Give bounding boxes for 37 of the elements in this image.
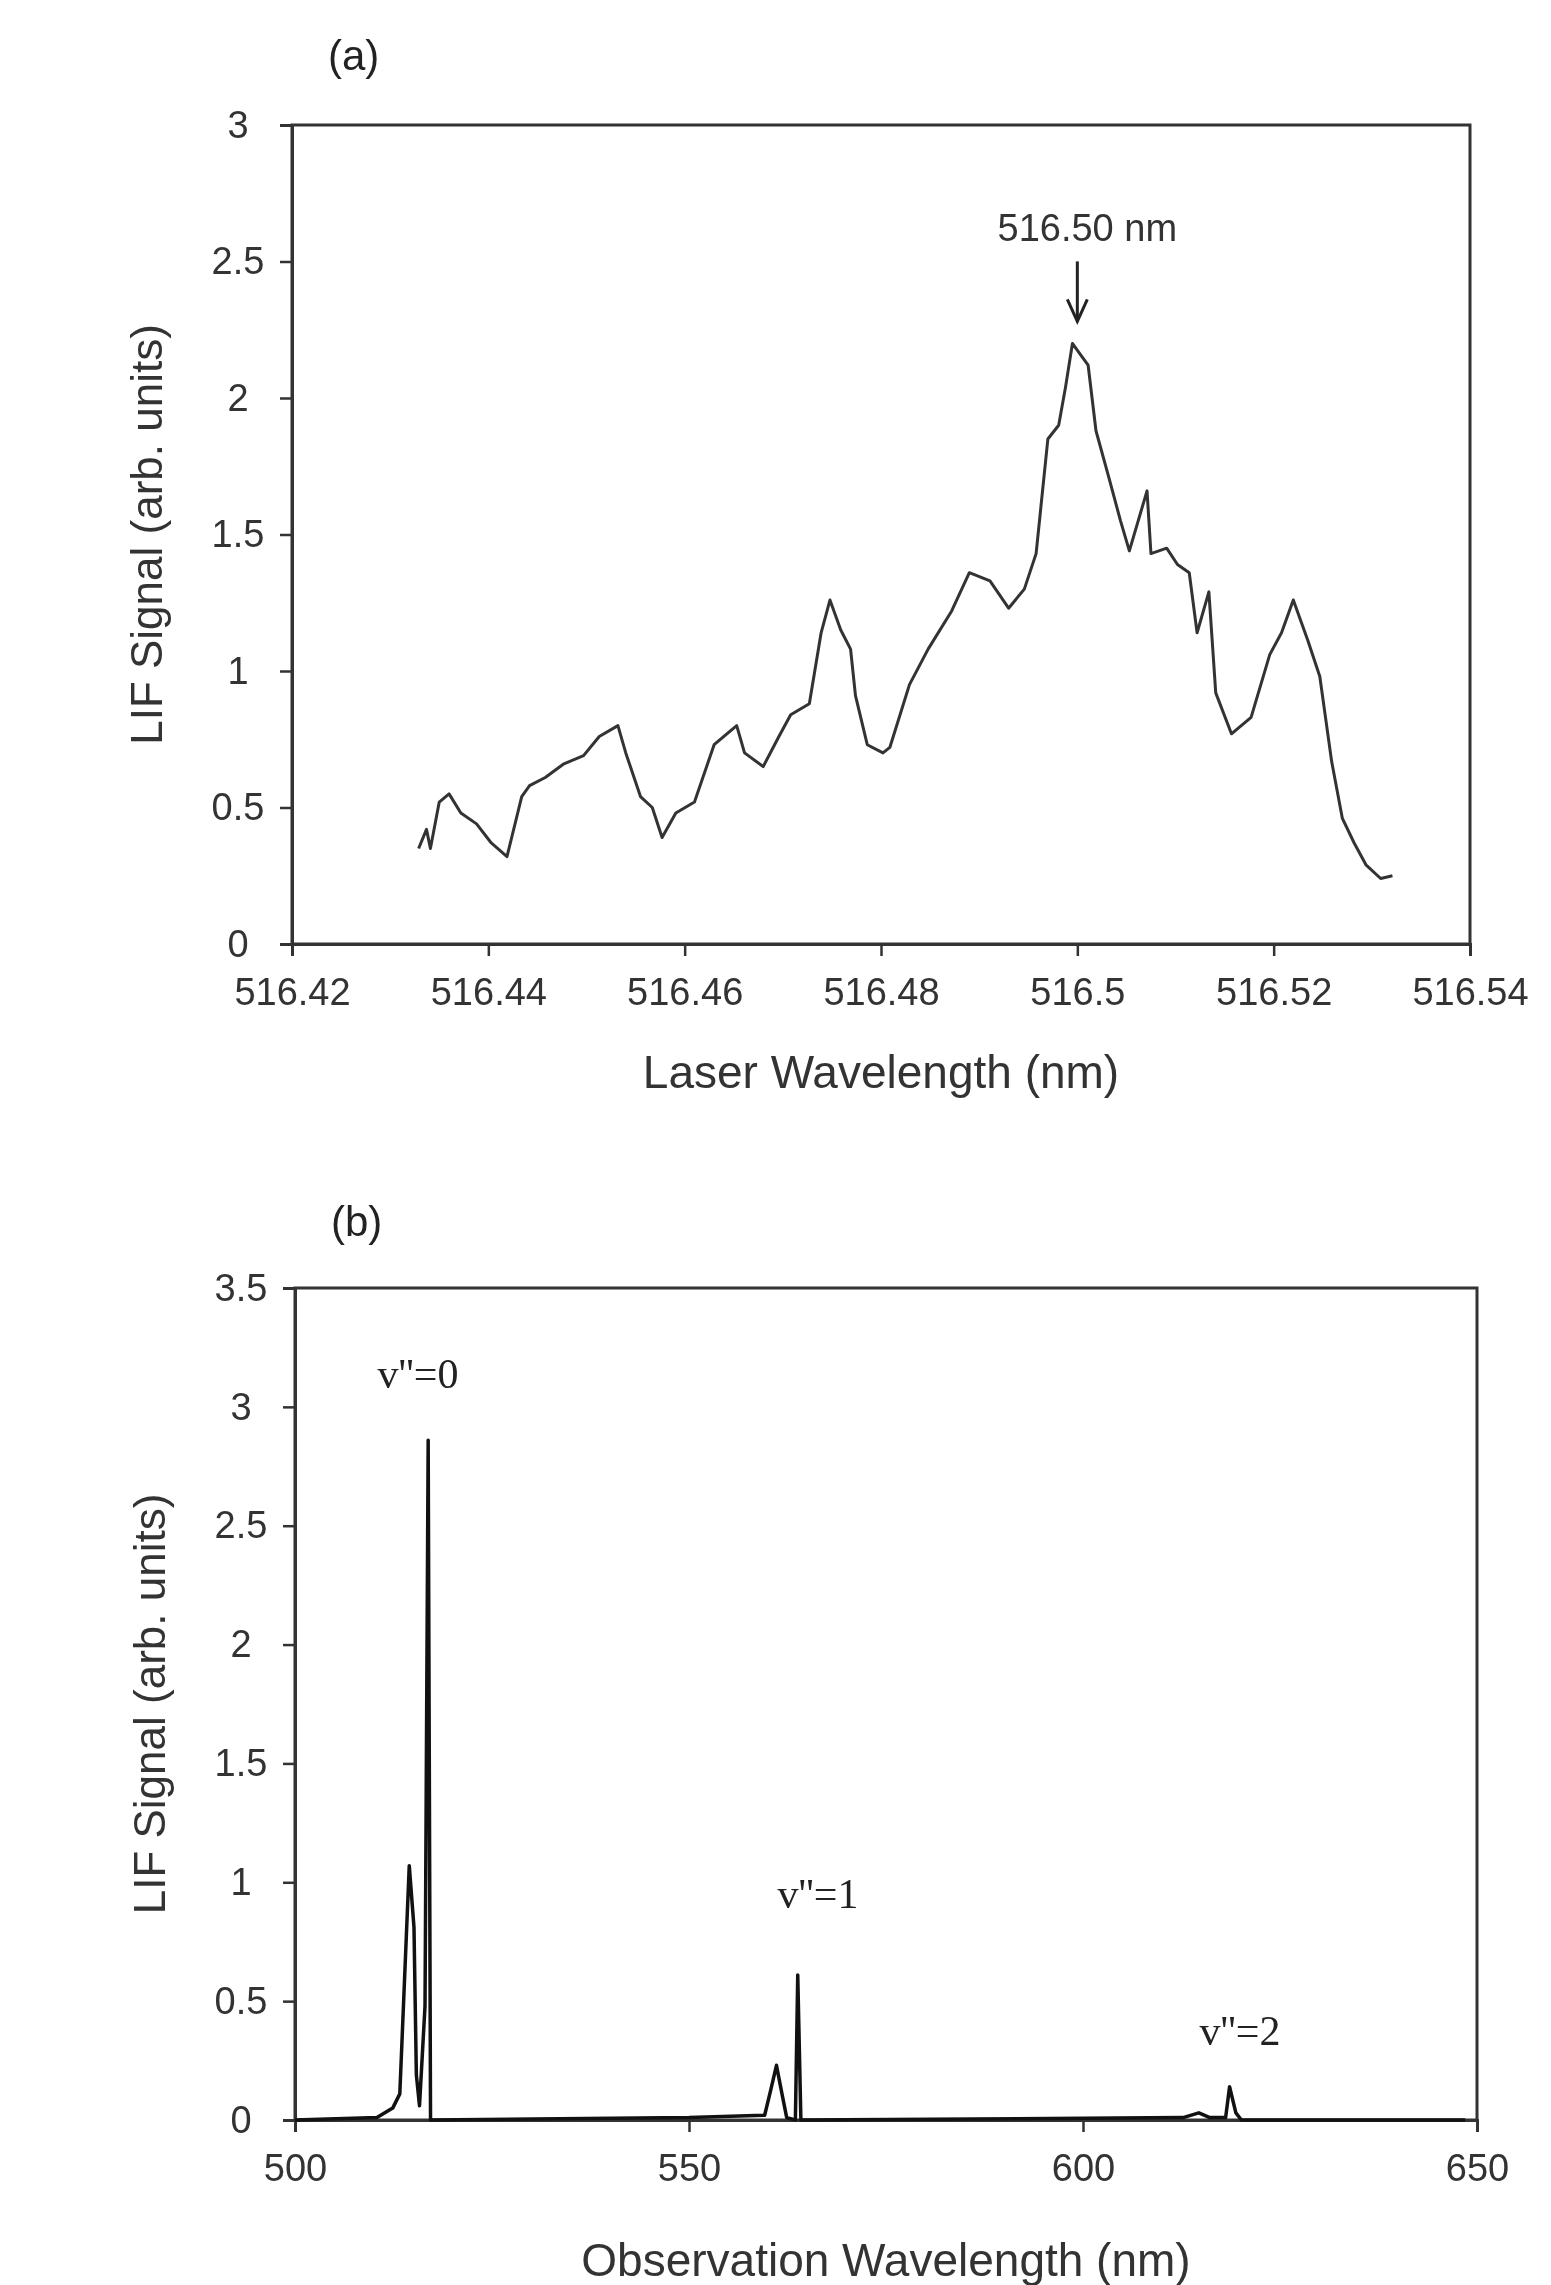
chart-title: (a) — [328, 32, 380, 79]
y-tick-label: 0 — [230, 2098, 252, 2141]
y-tick-label: 1.5 — [211, 513, 265, 556]
x-tick-label: 516.44 — [430, 970, 547, 1013]
x-tick-label: 516.52 — [1216, 970, 1333, 1013]
y-tick-label: 3 — [227, 103, 249, 146]
y-tick-label: 0.5 — [211, 786, 265, 829]
y-tick-label: 0.5 — [214, 1979, 268, 2022]
annotation: v''=2 — [1199, 2008, 1281, 2054]
annotation: 516.50 nm — [997, 207, 1178, 250]
x-tick-label: 500 — [263, 2146, 328, 2189]
x-tick-label: 516.46 — [627, 970, 744, 1013]
x-tick-label: 516.54 — [1412, 970, 1529, 1013]
y-tick-label: 3 — [230, 1385, 252, 1428]
y-axis-title: LIF Signal (arb. units) — [122, 324, 171, 745]
y-tick-label: 3.5 — [214, 1266, 268, 1309]
chart-title: (b) — [331, 1198, 383, 1245]
x-tick-label: 550 — [657, 2146, 722, 2189]
y-tick-label: 1 — [230, 1860, 252, 1903]
x-axis-title: Laser Wavelength (nm) — [642, 1046, 1120, 1098]
y-tick-label: 2.5 — [214, 1504, 268, 1547]
x-tick-label: 516.42 — [234, 970, 351, 1013]
x-tick-label: 516.48 — [823, 970, 940, 1013]
annotation: v''=0 — [377, 1351, 459, 1397]
y-tick-label: 1.5 — [214, 1742, 268, 1785]
y-tick-label: 0 — [227, 922, 249, 965]
y-tick-label: 2 — [227, 376, 249, 419]
y-tick-label: 2.5 — [211, 240, 265, 283]
annotation: v''=1 — [777, 1871, 859, 1917]
line-series — [293, 1438, 1467, 2122]
x-tick-label: 650 — [1445, 2146, 1510, 2189]
x-tick-label: 516.5 — [1030, 970, 1126, 1013]
y-axis-title: LIF Signal (arb. units) — [125, 1493, 174, 1915]
x-tick-label: 600 — [1051, 2146, 1116, 2189]
y-tick-label: 1 — [227, 649, 249, 692]
line-series — [417, 341, 1394, 880]
y-tick-label: 2 — [230, 1623, 252, 1666]
